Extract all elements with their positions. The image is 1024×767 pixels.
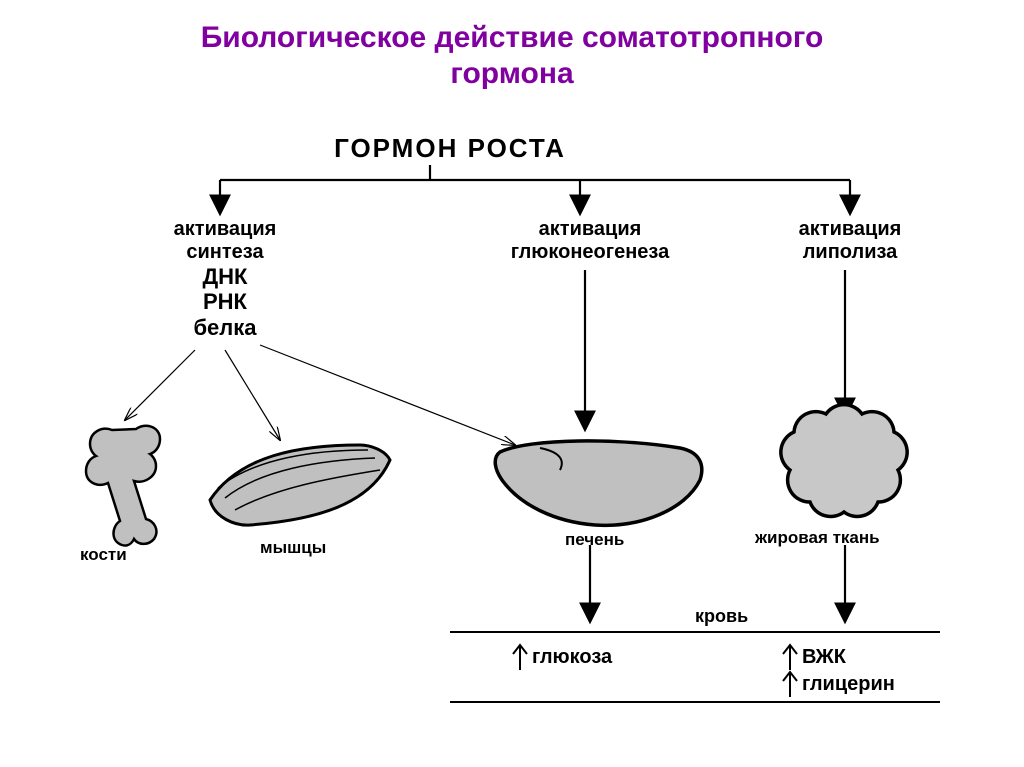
fat-shape [781, 405, 907, 517]
gluco-l1: активация [485, 218, 695, 241]
fat-label: жировая ткань [755, 528, 880, 548]
bone-shape [86, 426, 160, 546]
diagram-svg [0, 0, 1024, 767]
gluco-l2: глюконеогенеза [485, 241, 695, 264]
lipo-l2: липолиза [770, 241, 930, 264]
synth-l1: активация [150, 218, 300, 241]
blood-label: кровь [695, 606, 748, 627]
up-arrow-glucose [513, 645, 527, 670]
up-arrow-glycerol [783, 672, 797, 697]
bone-label: кости [80, 545, 127, 565]
blood-glycerol: глицерин [802, 673, 895, 696]
title-line2: гормона [450, 57, 573, 90]
liver-shape [495, 441, 702, 525]
up-arrow-ffa [783, 645, 797, 670]
blood-ffa: ВЖК [802, 646, 846, 669]
muscle-shape [210, 445, 390, 525]
synth-sub3: белка [150, 315, 300, 340]
root-label: ГОРМОН РОСТА [320, 133, 580, 164]
synth-sub2: РНК [150, 289, 300, 314]
blood-glucose: глюкоза [532, 646, 612, 669]
slide-title: Биологическое действие соматотропного го… [0, 20, 1024, 92]
synthesis-arrows [125, 345, 515, 445]
root-splitter [220, 165, 850, 212]
branch-synthesis: активация синтеза ДНК РНК белка [150, 218, 300, 340]
title-line1: Биологическое действие соматотропного [201, 21, 824, 54]
liver-label: печень [565, 530, 624, 550]
muscle-label: мышцы [260, 538, 326, 558]
synth-sub1: ДНК [150, 264, 300, 289]
lipo-l1: активация [770, 218, 930, 241]
branch-lipolysis: активация липолиза [770, 218, 930, 264]
branch-gluconeogenesis: активация глюконеогенеза [485, 218, 695, 264]
synth-l2: синтеза [150, 241, 300, 264]
